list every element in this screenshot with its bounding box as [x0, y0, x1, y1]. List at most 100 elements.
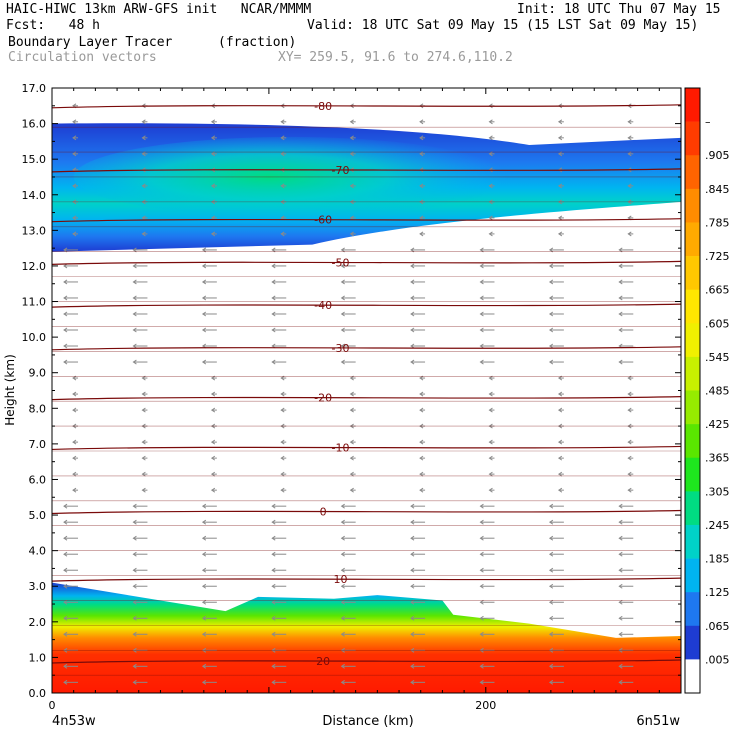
vector-arrowhead: [557, 231, 563, 237]
y-tick-label: 11.0: [22, 296, 47, 309]
vector-arrowhead: [618, 615, 623, 621]
isotherm-label: 0: [320, 506, 327, 519]
valid-time: Valid: 18 UTC Sat 09 May 15 (15 LST Sat …: [307, 18, 699, 33]
colorbar-label: .485: [705, 385, 730, 398]
vector-arrowhead: [201, 359, 207, 365]
colorbar-swatch: [685, 88, 700, 122]
y-tick-label: 0.0: [29, 687, 47, 700]
vector-arrowhead: [280, 487, 285, 493]
vector-arrowhead: [63, 519, 68, 525]
vector-arrowhead: [210, 471, 216, 477]
vector-arrowhead: [340, 631, 345, 637]
vector-arrowhead: [410, 663, 415, 669]
vector-arrowhead: [349, 119, 354, 125]
vector-arrowhead: [627, 439, 632, 445]
vector-arrowhead: [340, 263, 345, 269]
vector-arrowhead: [271, 583, 276, 589]
colorbar-swatch: [685, 659, 700, 694]
vector-arrowhead: [132, 535, 137, 541]
x-axis-title: Distance (km): [322, 714, 413, 729]
vector-arrowhead: [548, 519, 554, 525]
vector-arrowhead: [349, 439, 354, 445]
isotherm-line: [51, 445, 682, 451]
vector-arrowhead: [627, 151, 632, 157]
vector-arrowhead: [210, 135, 216, 141]
colorbar-label: .605: [705, 317, 730, 330]
vector-arrowhead: [271, 679, 276, 685]
vector-arrowhead: [271, 503, 276, 509]
vector-arrowhead: [271, 599, 276, 605]
colorbar-label: .785: [705, 216, 730, 229]
vector-arrowhead: [419, 231, 424, 237]
vector-arrowhead: [340, 567, 345, 573]
vector-arrowhead: [63, 359, 68, 365]
vector-arrowhead: [72, 471, 77, 477]
isotherm-line: [51, 303, 682, 308]
vector-arrowhead: [479, 615, 484, 621]
vector-arrowhead: [340, 327, 345, 333]
vector-arrowhead: [201, 599, 207, 605]
vector-arrowhead: [479, 503, 484, 509]
vector-arrowhead: [618, 599, 623, 605]
colorbar-frame: [684, 87, 701, 694]
colorbar-label: .005: [705, 653, 730, 666]
vector-arrowhead: [210, 119, 216, 125]
vector-arrowhead: [548, 631, 554, 637]
vector-arrowhead: [340, 663, 345, 669]
vector-arrowhead: [349, 231, 354, 237]
vector-arrowhead: [210, 455, 216, 461]
vector-arrowhead: [557, 119, 563, 125]
vector-arrowhead: [618, 247, 623, 253]
vector-arrowhead: [627, 119, 632, 125]
vector-arrowhead: [63, 327, 68, 333]
isotherm-label: -20: [314, 392, 332, 405]
vector-arrowhead: [63, 343, 68, 349]
vector-arrowhead: [479, 295, 484, 301]
vector-arrowhead: [340, 551, 345, 557]
vector-arrowhead: [479, 631, 484, 637]
vector-arrowhead: [410, 327, 415, 333]
vector-arrowhead: [488, 439, 493, 445]
colorbar-label: .365: [705, 452, 730, 465]
vector-arrowhead: [618, 567, 623, 573]
vector-arrowhead: [141, 151, 146, 157]
vector-arrowhead: [132, 327, 137, 333]
vector-arrowhead: [618, 551, 623, 557]
vector-arrowhead: [201, 247, 207, 253]
field-units: (fraction): [218, 35, 297, 50]
vector-arrowhead: [72, 487, 77, 493]
vector-arrowhead: [201, 519, 207, 525]
vector-arrowhead: [141, 487, 146, 493]
vector-arrowhead: [349, 135, 354, 141]
vector-arrowhead: [132, 615, 137, 621]
isotherm-line: [51, 577, 682, 582]
vector-arrowhead: [618, 295, 623, 301]
vector-arrowhead: [557, 455, 563, 461]
vector-arrowhead: [72, 151, 77, 157]
vector-arrowhead: [132, 551, 137, 557]
vector-label: Circulation vectors: [8, 50, 157, 65]
vector-arrowhead: [557, 487, 563, 493]
vector-arrowhead: [548, 503, 554, 509]
isotherm-line: [51, 346, 682, 351]
isotherm-label: -70: [331, 164, 349, 177]
vector-arrowhead: [63, 583, 68, 589]
vector-arrowhead: [271, 631, 276, 637]
vector-arrowhead: [280, 471, 285, 477]
vector-arrowhead: [410, 359, 415, 365]
isotherm-label: -60: [314, 214, 332, 227]
vector-arrowhead: [410, 551, 415, 557]
vector-arrowhead: [132, 599, 137, 605]
vector-arrowhead: [271, 359, 276, 365]
vector-arrowhead: [479, 359, 484, 365]
vector-arrowhead: [271, 279, 276, 285]
vector-arrowhead: [488, 391, 493, 397]
init-time: Init: 18 UTC Thu 07 May 15: [517, 2, 721, 17]
isotherm-line: [51, 260, 682, 265]
vector-arrowhead: [201, 295, 207, 301]
vector-arrowhead: [63, 279, 68, 285]
vector-arrowhead: [271, 551, 276, 557]
vector-arrowhead: [488, 407, 493, 413]
vector-arrowhead: [141, 183, 146, 189]
forecast-hour: Fcst: 48 h: [6, 18, 100, 33]
